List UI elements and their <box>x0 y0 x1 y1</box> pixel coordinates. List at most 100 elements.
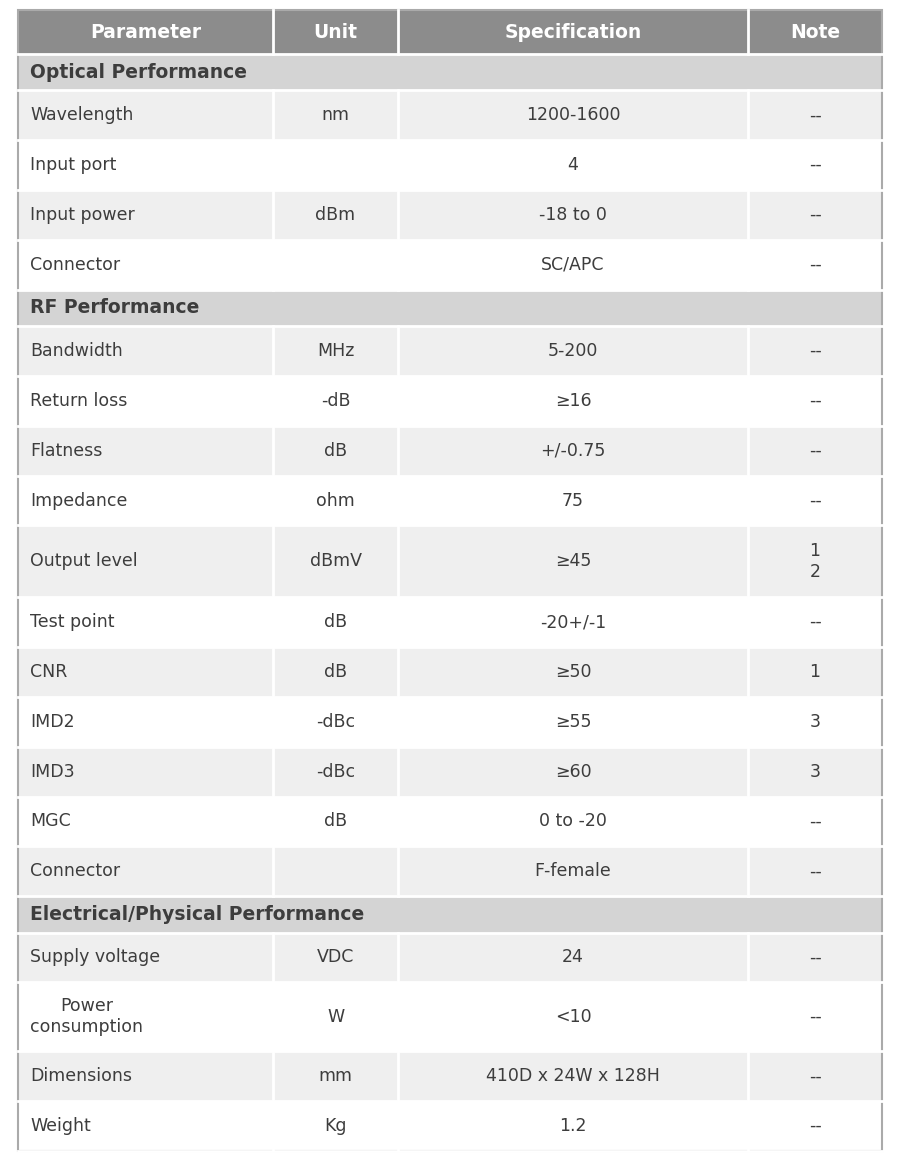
Bar <box>748 747 882 796</box>
Text: CNR: CNR <box>30 663 68 682</box>
Bar <box>748 91 882 140</box>
Text: --: -- <box>809 107 822 124</box>
Text: Test point: Test point <box>30 613 114 632</box>
Text: ≥50: ≥50 <box>555 663 591 682</box>
Text: dB: dB <box>324 813 347 830</box>
Bar <box>398 846 748 896</box>
Text: Parameter: Parameter <box>90 22 201 42</box>
Bar <box>18 932 273 982</box>
Text: 3: 3 <box>809 763 821 780</box>
Bar <box>18 426 273 476</box>
Bar <box>748 982 882 1052</box>
Bar <box>18 91 273 140</box>
Bar <box>748 326 882 376</box>
Text: Note: Note <box>790 22 840 42</box>
Bar <box>748 846 882 896</box>
Bar <box>18 597 273 647</box>
Text: +/-0.75: +/-0.75 <box>540 441 606 460</box>
Text: 1: 1 <box>809 663 821 682</box>
Text: --: -- <box>809 949 822 966</box>
Bar <box>273 796 398 846</box>
Text: 0 to -20: 0 to -20 <box>539 813 608 830</box>
Bar <box>18 747 273 796</box>
Text: ≥55: ≥55 <box>555 713 591 730</box>
Text: --: -- <box>809 1067 822 1086</box>
Text: dBm: dBm <box>316 205 356 224</box>
Text: --: -- <box>809 441 822 460</box>
Bar <box>398 476 748 526</box>
Text: Wavelength: Wavelength <box>30 107 133 124</box>
Bar <box>398 190 748 240</box>
Text: --: -- <box>809 863 822 880</box>
Bar <box>273 1052 398 1101</box>
Text: 1
2: 1 2 <box>809 542 821 580</box>
Text: Bandwidth: Bandwidth <box>30 342 122 360</box>
Bar <box>273 982 398 1052</box>
Text: 1200-1600: 1200-1600 <box>526 107 620 124</box>
Text: -dBc: -dBc <box>316 713 356 730</box>
Bar <box>273 597 398 647</box>
Bar <box>18 476 273 526</box>
Bar <box>748 1052 882 1101</box>
Text: ≥45: ≥45 <box>555 553 591 570</box>
Text: Impedance: Impedance <box>30 491 128 510</box>
Bar <box>398 697 748 747</box>
Bar <box>273 91 398 140</box>
Bar <box>398 526 748 597</box>
Text: Specification: Specification <box>505 22 642 42</box>
Text: Connector: Connector <box>30 863 120 880</box>
Text: Input port: Input port <box>30 157 116 174</box>
Bar <box>18 526 273 597</box>
Text: Output level: Output level <box>30 553 138 570</box>
Text: --: -- <box>809 813 822 830</box>
Bar <box>273 140 398 190</box>
Bar <box>18 697 273 747</box>
Text: Electrical/Physical Performance: Electrical/Physical Performance <box>30 904 364 924</box>
Bar <box>748 597 882 647</box>
Bar <box>748 1101 882 1151</box>
Text: Unit: Unit <box>313 22 357 42</box>
Text: VDC: VDC <box>317 949 355 966</box>
Text: --: -- <box>809 491 822 510</box>
Text: 24: 24 <box>562 949 584 966</box>
Text: Weight: Weight <box>30 1117 91 1135</box>
Text: Return loss: Return loss <box>30 392 128 410</box>
Bar <box>273 526 398 597</box>
Bar <box>273 326 398 376</box>
Bar <box>18 290 882 326</box>
Bar <box>398 747 748 796</box>
Text: mm: mm <box>319 1067 353 1086</box>
Bar <box>748 10 882 55</box>
Bar <box>398 140 748 190</box>
Text: ohm: ohm <box>316 491 355 510</box>
Text: --: -- <box>809 1008 822 1026</box>
Text: IMD3: IMD3 <box>30 763 75 780</box>
Bar <box>398 982 748 1052</box>
Text: ≥16: ≥16 <box>554 392 591 410</box>
Text: Supply voltage: Supply voltage <box>30 949 160 966</box>
Bar <box>18 1052 273 1101</box>
Bar <box>273 747 398 796</box>
Bar <box>273 476 398 526</box>
Text: -dB: -dB <box>320 392 350 410</box>
Text: Connector: Connector <box>30 255 120 274</box>
Bar <box>273 846 398 896</box>
Bar <box>273 376 398 426</box>
Bar <box>398 597 748 647</box>
Bar <box>748 426 882 476</box>
Bar <box>273 932 398 982</box>
Text: Power
consumption: Power consumption <box>30 997 143 1037</box>
Bar <box>398 932 748 982</box>
Text: 5-200: 5-200 <box>548 342 599 360</box>
Text: RF Performance: RF Performance <box>30 298 200 317</box>
Text: -18 to 0: -18 to 0 <box>539 205 608 224</box>
Text: Optical Performance: Optical Performance <box>30 63 247 81</box>
Text: SC/APC: SC/APC <box>542 255 605 274</box>
Bar <box>18 896 882 932</box>
Text: ≥60: ≥60 <box>554 763 591 780</box>
Text: 1.2: 1.2 <box>560 1117 587 1135</box>
Bar <box>18 140 273 190</box>
Bar <box>398 1052 748 1101</box>
Text: F-female: F-female <box>535 863 611 880</box>
Bar <box>748 140 882 190</box>
